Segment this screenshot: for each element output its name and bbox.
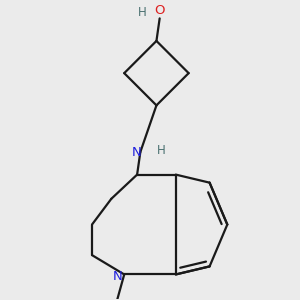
Text: N: N xyxy=(132,146,142,159)
Text: H: H xyxy=(157,144,166,157)
Text: H: H xyxy=(138,6,146,19)
Text: N: N xyxy=(113,270,123,283)
Text: O: O xyxy=(154,4,165,17)
